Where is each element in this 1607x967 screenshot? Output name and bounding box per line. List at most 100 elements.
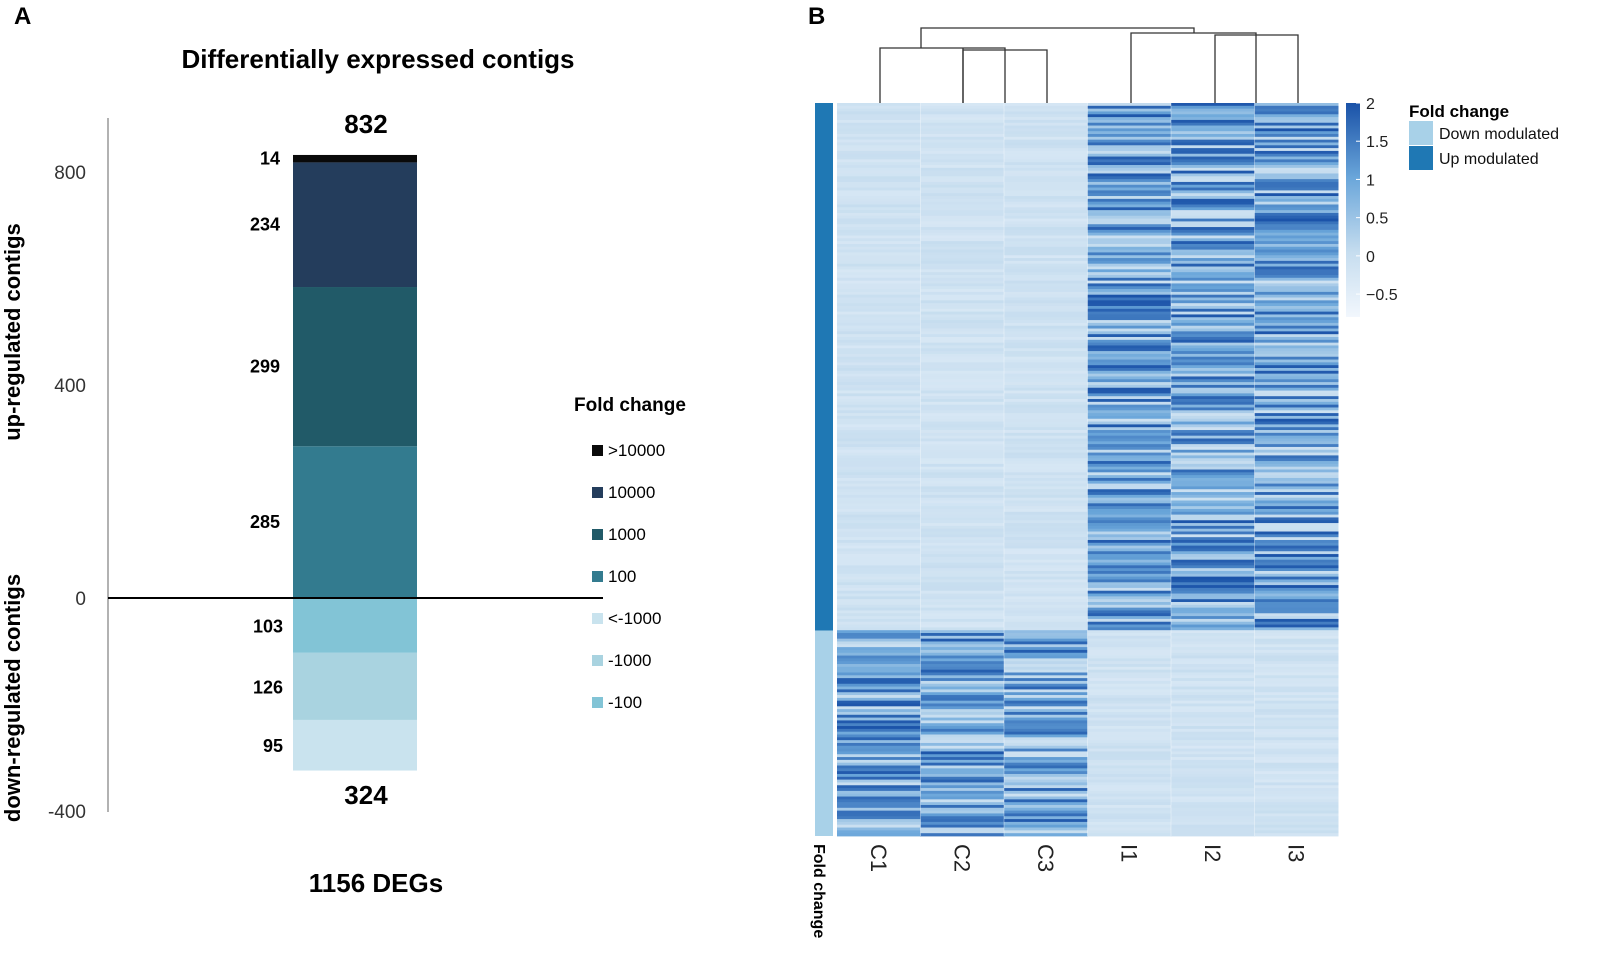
heatmap-cell <box>1004 390 1088 394</box>
colorbar-tick-label: −0.5 <box>1366 287 1398 304</box>
heatmap-cell <box>1171 294 1255 298</box>
heatmap-cell <box>837 399 921 403</box>
heatmap-cell <box>920 492 1005 496</box>
heatmap-cell <box>920 585 1005 589</box>
heatmap-cell <box>837 212 921 217</box>
heatmap-cell <box>920 802 1005 806</box>
heatmap-cell <box>837 717 921 721</box>
heatmap-cell <box>1004 545 1088 549</box>
heatmap-cell <box>1171 604 1255 609</box>
heatmap-cell <box>920 638 1005 642</box>
heatmap-cell <box>1171 334 1255 338</box>
heatmap-cell <box>1087 830 1172 834</box>
heatmap-cell <box>837 720 921 724</box>
heatmap-cell <box>920 717 1005 721</box>
heatmap-cell <box>1171 644 1255 648</box>
heatmap-cell <box>920 111 1005 115</box>
heatmap-cell <box>1004 742 1088 747</box>
heatmap-cell <box>1087 672 1172 676</box>
heatmap-cell <box>1004 582 1088 586</box>
heatmap-cell <box>920 424 1005 428</box>
heatmap-cell <box>1254 255 1339 259</box>
heatmap-cell <box>1171 678 1255 682</box>
heatmap-cell <box>837 134 921 138</box>
heatmap-cell <box>920 407 1005 411</box>
heatmap-cell <box>1254 382 1339 386</box>
heatmap-cell <box>1087 523 1172 527</box>
heatmap-cell <box>1171 517 1255 521</box>
heatmap-column <box>837 103 921 837</box>
heatmap-cell <box>1171 336 1255 341</box>
heatmap-cell <box>1171 494 1255 499</box>
heatmap-cell <box>920 689 1005 693</box>
heatmap-cell <box>1254 390 1339 394</box>
heatmap-cell <box>837 652 921 656</box>
heatmap-cell <box>1171 624 1255 628</box>
heatmap-cell <box>920 528 1005 532</box>
heatmap-cell <box>1254 179 1339 183</box>
heatmap-cell <box>1004 802 1088 806</box>
heatmap-cell <box>1171 582 1255 586</box>
heatmap-cell <box>1254 565 1339 569</box>
heatmap-cell <box>1171 384 1255 389</box>
heatmap-cell <box>837 706 921 710</box>
heatmap-cell <box>1087 139 1172 143</box>
heatmap-cell <box>1004 804 1088 809</box>
heatmap-cell <box>920 463 1005 468</box>
heatmap-cell <box>1171 833 1255 837</box>
heatmap-cell <box>1087 173 1172 177</box>
heatmap-cell <box>1004 793 1088 797</box>
heatmap-cell <box>1171 260 1255 265</box>
heatmap-cell <box>1254 573 1339 578</box>
heatmap-cell <box>1254 788 1339 792</box>
heatmap-cell <box>1171 531 1255 535</box>
heatmap-cell <box>1171 136 1255 141</box>
heatmap-cell <box>837 762 921 766</box>
heatmap-cell <box>1004 150 1088 155</box>
heatmap-cell <box>837 613 921 617</box>
heatmap-cell <box>1004 796 1088 800</box>
heatmap-cell <box>1171 246 1255 250</box>
heatmap-cell <box>920 652 1005 656</box>
heatmap-cell <box>1004 816 1088 820</box>
heatmap-cell <box>837 432 921 437</box>
heatmap-cell <box>1171 167 1255 172</box>
heatmap-cell <box>1171 711 1255 716</box>
heatmap-cell <box>1087 477 1172 482</box>
heatmap-cell <box>1004 393 1088 397</box>
heatmap-cell <box>1087 461 1172 465</box>
heatmap-cell <box>837 554 921 558</box>
heatmap-cell <box>1004 322 1088 327</box>
heatmap-cell <box>920 711 1005 716</box>
heatmap-cell <box>1171 556 1255 561</box>
heatmap-cell <box>920 365 1005 369</box>
heatmap-cell <box>1171 748 1255 752</box>
heatmap-cell <box>1087 325 1172 329</box>
heatmap-cell <box>1171 373 1255 377</box>
heatmap-cell <box>1087 320 1172 324</box>
heatmap-cell <box>1087 759 1172 764</box>
heatmap-cell <box>1171 314 1255 318</box>
heatmap-cell <box>1171 415 1255 420</box>
heatmap-cell <box>920 252 1005 256</box>
heatmap-cell <box>1004 308 1088 313</box>
heatmap-cell <box>1171 796 1255 800</box>
heatmap-cell <box>920 314 1005 318</box>
heatmap-cell <box>1087 638 1172 642</box>
heatmap-cell <box>1004 224 1088 228</box>
heatmap-cell <box>837 176 921 180</box>
heatmap-cell <box>1254 520 1339 524</box>
heatmap-cell <box>837 765 921 769</box>
heatmap-cell <box>1171 745 1255 750</box>
heatmap-cell <box>1004 255 1088 259</box>
heatmap-cell <box>1004 548 1088 552</box>
heatmap-cell <box>1171 483 1255 487</box>
heatmap-cell <box>1087 804 1172 809</box>
heatmap-cell <box>1171 266 1255 270</box>
heatmap-cell <box>1254 534 1339 538</box>
heatmap-cell <box>837 559 921 563</box>
heatmap-cell <box>1004 229 1088 234</box>
heatmap-cell <box>1004 117 1088 121</box>
bar-segment-down <box>293 652 417 720</box>
heatmap-cell <box>1171 108 1255 112</box>
